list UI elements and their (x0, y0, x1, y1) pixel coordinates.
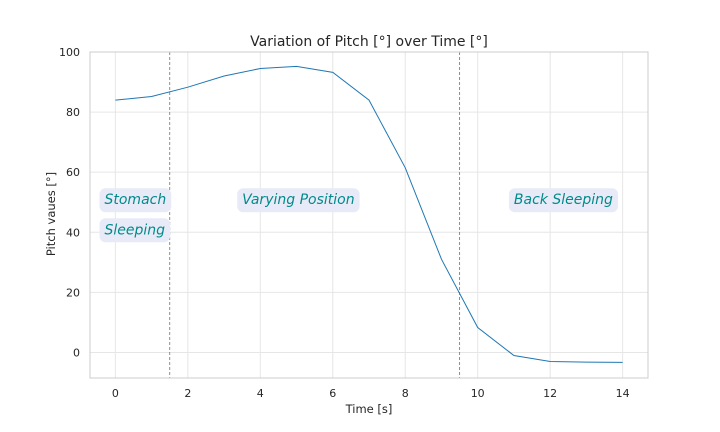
x-axis-label: Time [s] (345, 402, 393, 416)
pitch-series-line (115, 65, 623, 363)
y-tick-label: 60 (66, 166, 80, 179)
annotation: Varying Position (237, 188, 360, 213)
x-tick-label: 0 (112, 387, 119, 400)
x-tick-label: 10 (471, 387, 485, 400)
x-tick-label: 2 (184, 387, 191, 400)
chart-title: Variation of Pitch [°] over Time [°] (250, 34, 488, 50)
x-tick-label: 4 (257, 387, 264, 400)
annotation-box (99, 188, 172, 213)
annotation-box (237, 188, 360, 213)
y-tick-label: 0 (73, 346, 80, 359)
annotation-text: Varying Position (242, 192, 354, 208)
annotation-text: Sleeping (104, 222, 165, 238)
annotation-text: Stomach (104, 192, 166, 208)
x-tick-labels: 0 2 4 6 8 10 12 14 (112, 387, 630, 400)
annotation: Stomach (99, 188, 172, 213)
x-tick-label: 6 (329, 387, 336, 400)
x-tick-label: 12 (543, 387, 557, 400)
y-tick-label: 100 (59, 46, 80, 59)
series (115, 65, 623, 363)
plot-frame (89, 51, 649, 379)
y-tick-label: 80 (66, 106, 80, 119)
annotation-box (99, 218, 171, 243)
x-tick-label: 8 (402, 387, 409, 400)
y-tick-label: 20 (66, 286, 80, 299)
y-axis-label: Pitch vaues [°] (44, 172, 58, 256)
annotation: Sleeping (99, 218, 171, 243)
annotation-box (508, 188, 619, 213)
x-tick-label: 14 (616, 387, 630, 400)
annotation: Back Sleeping (508, 188, 619, 213)
annotation-text: Back Sleeping (514, 192, 613, 208)
y-tick-labels: 0 20 40 60 80 100 (59, 46, 80, 359)
y-tick-label: 40 (66, 226, 80, 239)
phase-dividers (169, 52, 461, 378)
annotations: Stomach Sleeping Varying Position Back Slee… (99, 188, 619, 243)
